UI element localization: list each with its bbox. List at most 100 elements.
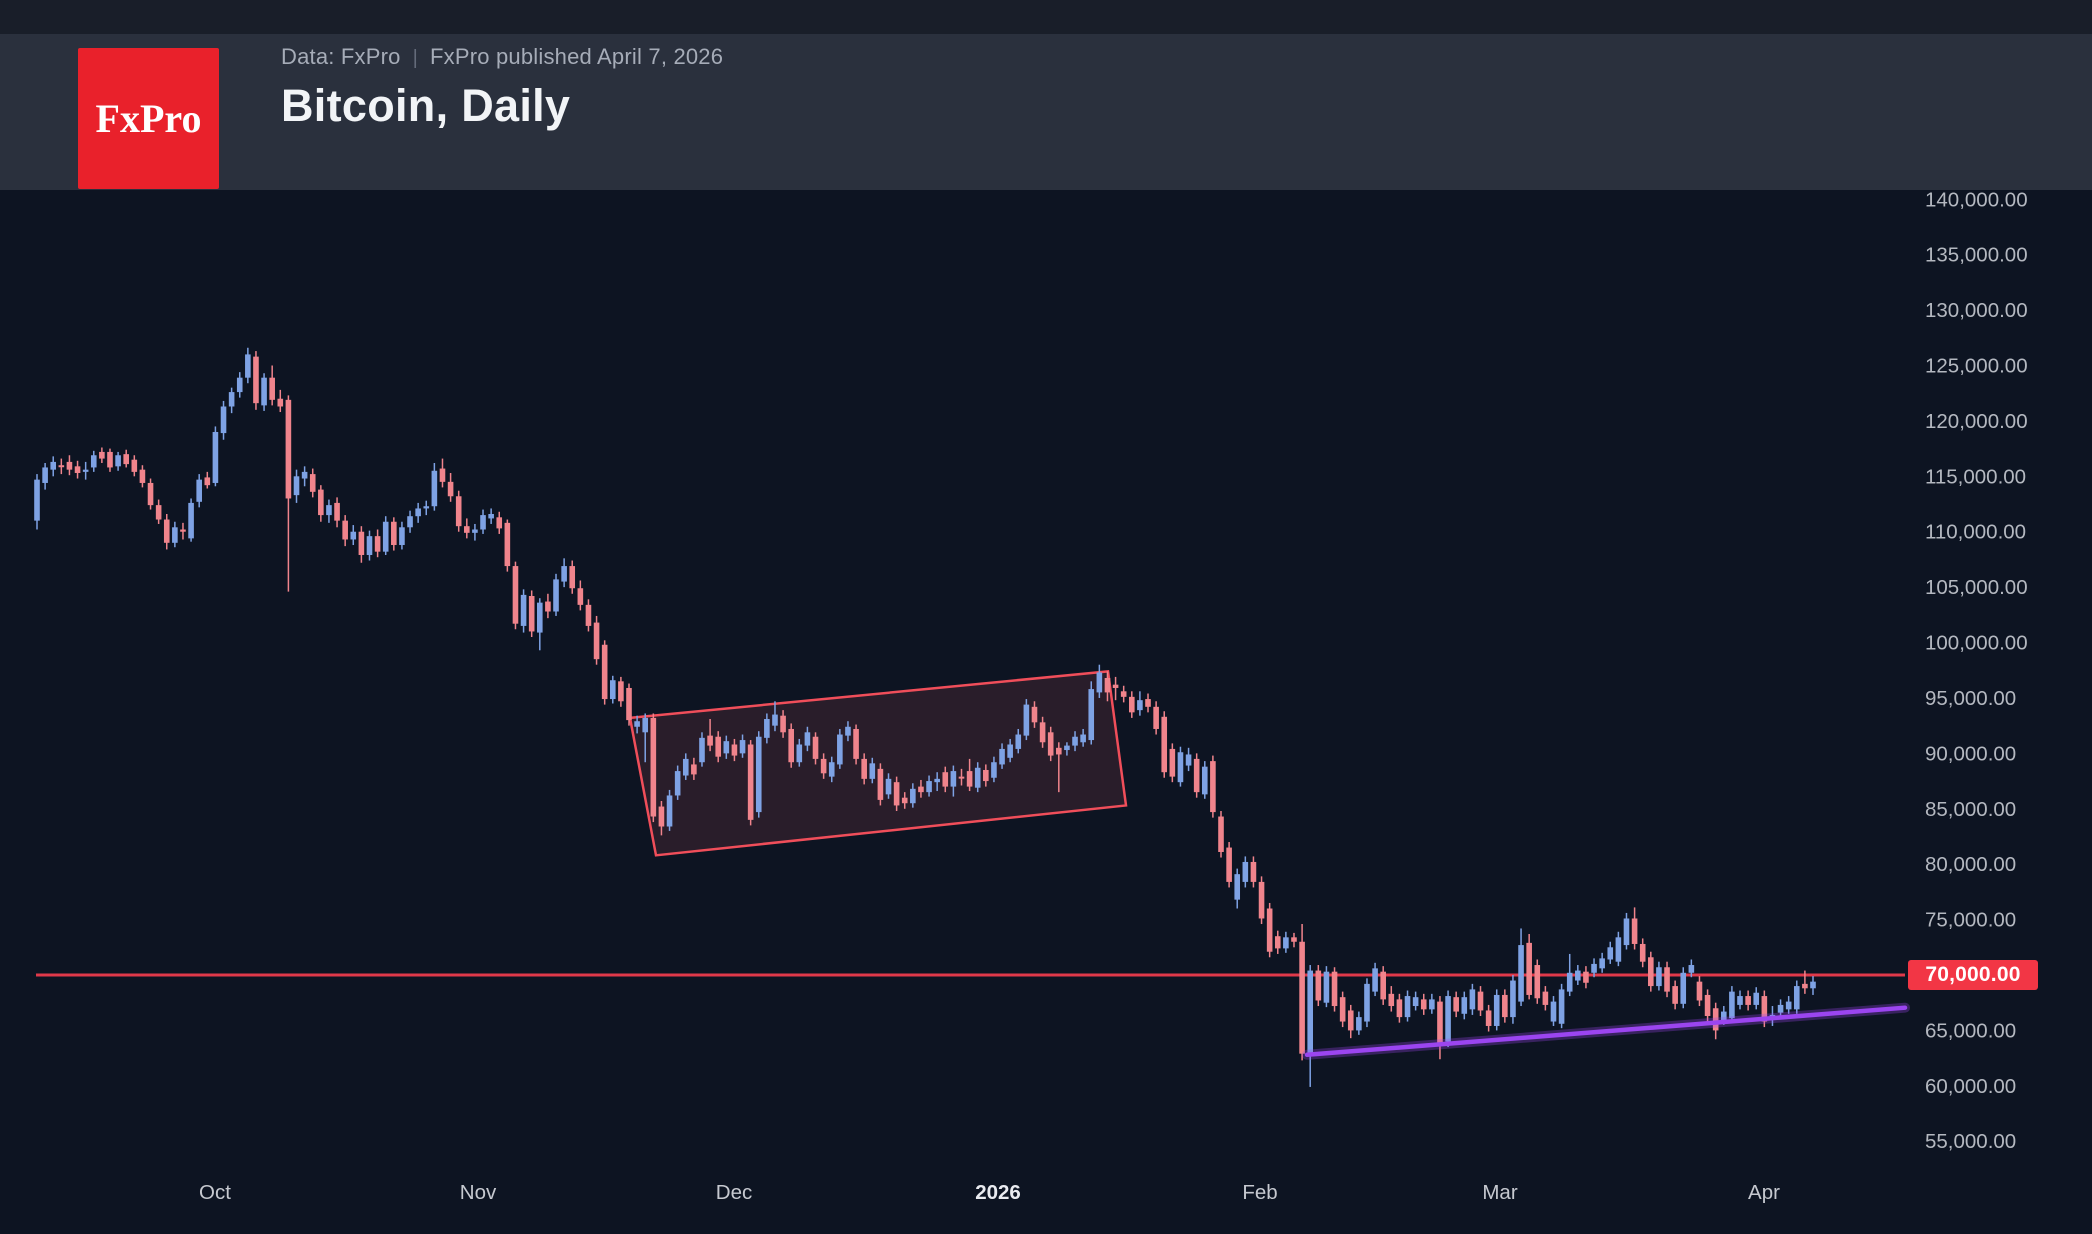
candle-down (1193, 758, 1200, 793)
candle-up (1566, 972, 1573, 992)
candle-down (358, 531, 365, 555)
candle-down (1477, 991, 1484, 1011)
y-axis-tick: 60,000.00 (1925, 1075, 2016, 1098)
candle-down (853, 728, 859, 759)
time-scale[interactable] (0, 1155, 1905, 1234)
candle-up (634, 721, 640, 727)
candle-up (934, 778, 940, 783)
candle-up (739, 740, 746, 754)
candle-down (123, 454, 130, 465)
price-chart[interactable]: 140,000.00 135,000.00 130,000.00 125,000.00… (0, 190, 2092, 1234)
candle-up (755, 736, 762, 813)
candle-down (658, 806, 665, 827)
candle-up (115, 455, 121, 467)
candle-down (1315, 970, 1322, 1001)
candle-down (715, 736, 722, 757)
candle-down (1274, 936, 1281, 949)
price-scale[interactable] (1905, 190, 2092, 1234)
y-axis-tick: 140,000.00 (1925, 190, 2028, 211)
candle-up (42, 467, 48, 483)
candle-down (747, 744, 754, 820)
candle-up (1607, 947, 1614, 960)
candle-up (1323, 971, 1330, 1003)
candle-down (1218, 816, 1224, 852)
candle-up (1680, 972, 1687, 1004)
candle-down (893, 782, 900, 806)
candle-down (1453, 997, 1459, 1012)
x-axis-label: Feb (1242, 1181, 1277, 1204)
candle-up (326, 505, 332, 516)
candle-up (212, 431, 219, 483)
candle-up (301, 471, 308, 479)
candle-down (569, 566, 576, 589)
candle-up (82, 469, 89, 472)
candle-up (1599, 958, 1605, 969)
candle-up (796, 744, 803, 763)
candle-down (318, 489, 324, 516)
y-axis-tick: 110,000.00 (1925, 521, 2026, 544)
candle-up (991, 762, 997, 778)
candle-up (172, 527, 178, 543)
y-axis-tick: 75,000.00 (1925, 909, 2016, 932)
candle-down (1745, 996, 1751, 1005)
candle-up (869, 763, 876, 779)
candle-down (691, 764, 697, 775)
candle-up (1615, 937, 1622, 962)
candle-down (1226, 847, 1232, 882)
fxpro-logo-text: FxPro (95, 96, 202, 141)
top-strip (0, 0, 2092, 34)
chart-title: Bitcoin, Daily (281, 80, 571, 131)
candle-down (1712, 1008, 1719, 1031)
candle-down (901, 797, 908, 804)
trendline (1304, 1005, 1908, 1058)
candle-down (1104, 678, 1111, 693)
candle-up (1356, 1017, 1362, 1031)
candle-down (155, 505, 162, 520)
candle-down (528, 595, 535, 632)
y-axis-tick: 115,000.00 (1925, 465, 2026, 488)
candle-up (1412, 997, 1419, 1007)
candle-up (34, 479, 40, 521)
candle-up (1007, 744, 1013, 758)
candle-up (950, 771, 957, 787)
trend-channel-annotation (628, 669, 1128, 857)
candle-down (147, 482, 154, 506)
candle-up (1737, 996, 1743, 1005)
y-axis-tick: 80,000.00 (1925, 853, 2016, 876)
candle-down (1420, 999, 1427, 1010)
y-axis-tick: 65,000.00 (1925, 1019, 2016, 1042)
candle-up (90, 455, 97, 468)
candle-down (788, 728, 794, 763)
candle-down (512, 566, 519, 624)
candle-up (1461, 997, 1468, 1014)
candle-up (1591, 963, 1597, 973)
candle-down (1502, 994, 1508, 1018)
candle-down (269, 377, 275, 400)
candle-up (245, 354, 251, 378)
candle-down (877, 768, 884, 800)
candle-down (1258, 881, 1265, 919)
candle-down (577, 588, 584, 605)
candle-up (1753, 992, 1760, 1005)
candle-up (1445, 996, 1451, 1042)
candle-down (1031, 706, 1038, 723)
candle-down (1437, 1001, 1443, 1043)
candle-down (1347, 1010, 1354, 1031)
candle-down (942, 772, 949, 787)
candle-down (99, 451, 105, 459)
candle-up (885, 778, 892, 795)
candle-up (1234, 874, 1241, 900)
y-axis-tick: 100,000.00 (1925, 632, 2028, 655)
candle-up (423, 506, 430, 509)
candle-up (764, 719, 770, 738)
candle-down (918, 786, 924, 793)
candle-down (861, 758, 867, 779)
candle-down (253, 356, 259, 404)
candle-up (1469, 989, 1476, 1010)
candle-down (66, 461, 73, 470)
candle-down (1266, 908, 1273, 952)
y-axis-tick: 135,000.00 (1925, 244, 2028, 267)
candle-up (228, 392, 235, 407)
candle-down (545, 601, 551, 612)
candle-up (561, 566, 567, 582)
